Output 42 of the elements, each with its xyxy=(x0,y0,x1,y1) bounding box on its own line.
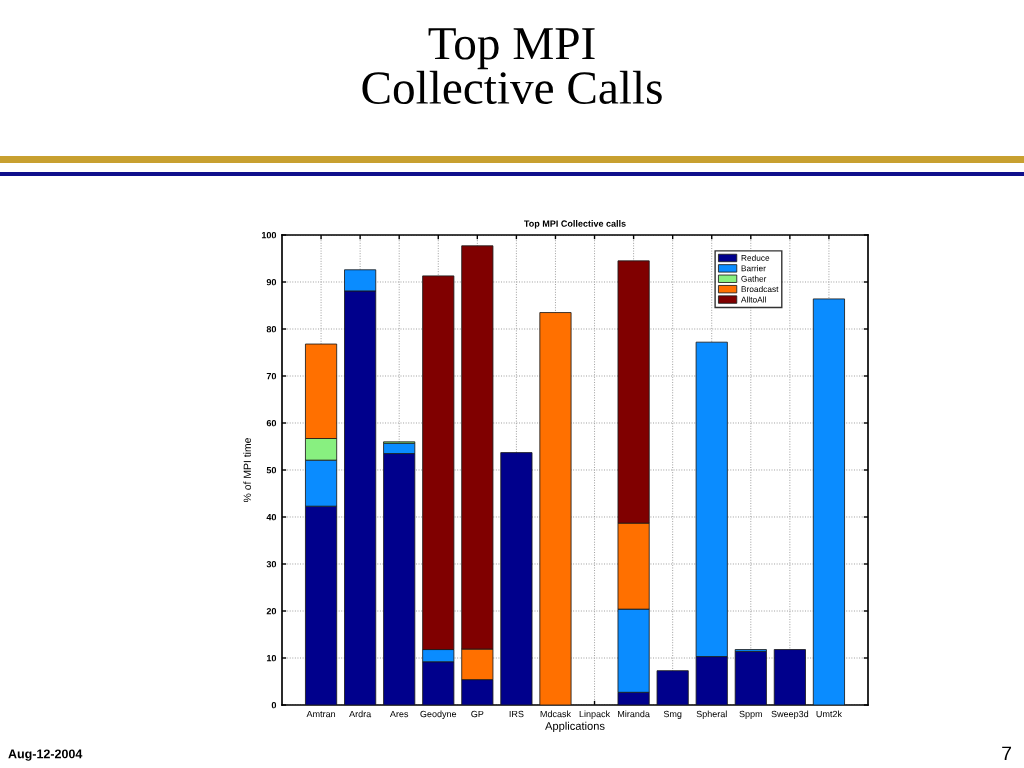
text: Aug-12-2004 xyxy=(8,749,83,761)
bar xyxy=(539,312,572,705)
x-tick-label: Sppm xyxy=(739,710,762,719)
x-axis-title: Applications xyxy=(545,721,605,733)
x-tick-label: Amtran xyxy=(306,710,336,718)
legend-label: Reduce xyxy=(741,254,770,261)
y-tick-label: 50 xyxy=(266,466,277,474)
x-tick-label: Geodyne xyxy=(420,710,457,719)
y-tick-label: 90 xyxy=(266,278,277,286)
x-tick-label: Smg xyxy=(663,710,682,719)
y-tick-label: 20 xyxy=(266,607,277,615)
text: 7 xyxy=(1002,746,1012,761)
x-tick-label: Sweep3d xyxy=(771,710,809,719)
x-tick-label: Spheral xyxy=(696,710,727,719)
x-tick-label: Miranda xyxy=(618,710,650,718)
legend-label: Broadcast xyxy=(741,285,779,293)
y-tick-label: 80 xyxy=(266,325,277,333)
y-tick-label: 10 xyxy=(266,654,277,662)
x-tick-label: Linpack xyxy=(579,710,611,719)
legend-label: AlltoAll xyxy=(740,296,766,303)
bar xyxy=(500,452,533,705)
bar xyxy=(773,649,806,705)
y-tick-label: 70 xyxy=(266,372,277,380)
y-tick-label: 40 xyxy=(266,513,277,521)
y-tick-label: 0 xyxy=(271,701,277,709)
chart-subtitle: Top MPI Collective calls xyxy=(524,220,626,229)
y-axis-title: % of MPI time xyxy=(243,438,251,503)
legend-label: Barrier xyxy=(741,265,766,272)
y-tick-label: 30 xyxy=(266,560,277,568)
x-tick-label: IRS xyxy=(509,710,524,718)
y-tick-label: 100 xyxy=(261,231,277,239)
x-tick-label: Ardra xyxy=(349,710,372,718)
x-tick-label: Mdcask xyxy=(540,710,572,718)
x-tick-label: Umt2k xyxy=(816,710,842,718)
x-tick-label: Ares xyxy=(389,710,409,718)
legend-label: Gather xyxy=(741,275,767,282)
y-tick-label: 60 xyxy=(266,419,277,427)
bar xyxy=(656,670,689,705)
x-tick-label: GP xyxy=(471,710,484,718)
chart-title: Top MPI Collective Calls xyxy=(362,28,662,105)
bar xyxy=(734,651,767,705)
bar xyxy=(812,298,845,705)
